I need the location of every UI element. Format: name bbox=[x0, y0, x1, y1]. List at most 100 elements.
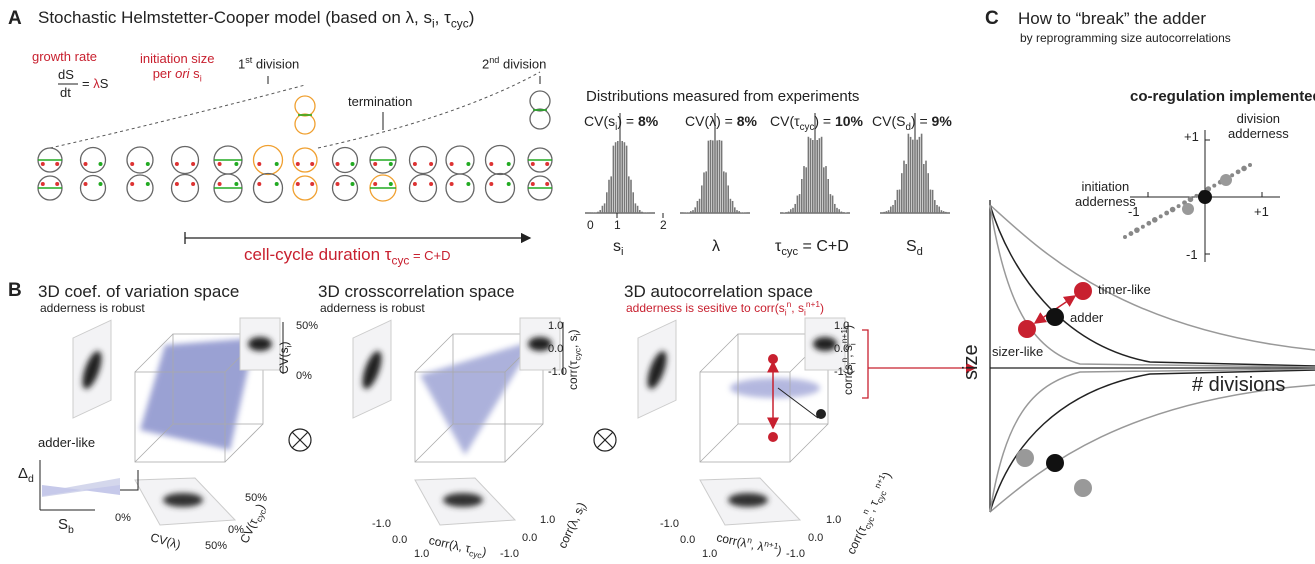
text-part: d bbox=[917, 246, 923, 258]
hist-bar bbox=[830, 194, 832, 213]
ori bbox=[257, 182, 261, 186]
hist-bar bbox=[938, 207, 940, 213]
hist-bar bbox=[910, 137, 912, 213]
inset-y-label: Δd bbox=[18, 465, 34, 485]
ori bbox=[389, 182, 393, 186]
cv-label: CV(Sd) = 9% bbox=[872, 113, 952, 133]
ori bbox=[296, 162, 300, 166]
curve-label: timer-like bbox=[1098, 283, 1151, 298]
growth-rate-label: growth rate bbox=[32, 50, 97, 65]
text-part: corr(τ bbox=[566, 361, 580, 390]
ori bbox=[489, 162, 493, 166]
text-part: S bbox=[58, 516, 68, 533]
y-tick: 1.0 bbox=[826, 514, 841, 527]
hist-bar bbox=[599, 210, 601, 213]
inset-dot bbox=[1129, 231, 1134, 236]
hist-bar bbox=[692, 210, 694, 213]
text-part: cyc bbox=[392, 253, 410, 267]
hist-bar bbox=[624, 142, 626, 213]
hist-bar bbox=[632, 192, 634, 213]
hist-bar bbox=[927, 173, 929, 213]
hist-tick: 1 bbox=[614, 219, 621, 233]
cloud bbox=[140, 338, 255, 450]
ori bbox=[531, 162, 535, 166]
inset-dot bbox=[1236, 169, 1241, 174]
projection-density bbox=[163, 493, 203, 507]
hist-bar bbox=[797, 196, 799, 213]
cloud bbox=[420, 340, 535, 455]
text-part: ) bbox=[820, 301, 824, 315]
hist-bar bbox=[803, 166, 805, 213]
cell-body bbox=[81, 148, 106, 173]
panel-label: B bbox=[8, 280, 22, 302]
hist-bar bbox=[888, 210, 890, 213]
inset-dot bbox=[1194, 194, 1198, 198]
inset-dot bbox=[1152, 217, 1158, 223]
ori bbox=[310, 162, 314, 166]
dividing-cell bbox=[295, 96, 315, 116]
hist-bar bbox=[941, 210, 943, 213]
inset-dot bbox=[1177, 204, 1181, 208]
cell bbox=[254, 174, 283, 203]
cell-body bbox=[333, 176, 358, 201]
hist-bar bbox=[801, 179, 803, 213]
text-part: i bbox=[572, 333, 582, 335]
inset-dot bbox=[1141, 225, 1145, 229]
hist-bar bbox=[630, 180, 632, 213]
cell bbox=[293, 176, 317, 200]
text-part: Δ bbox=[18, 465, 28, 482]
hist-bar bbox=[903, 161, 905, 213]
ori bbox=[84, 162, 88, 166]
hist-bar bbox=[843, 212, 845, 213]
hist-bar bbox=[832, 196, 834, 213]
cube-edge bbox=[700, 424, 738, 462]
cell bbox=[528, 148, 552, 172]
hist-bar bbox=[841, 212, 843, 213]
inset-dot bbox=[1241, 166, 1247, 172]
text-part: ) = bbox=[911, 113, 932, 129]
ori bbox=[130, 182, 134, 186]
hist-bar bbox=[690, 211, 692, 213]
inset-dot bbox=[1164, 211, 1169, 216]
ori bbox=[336, 182, 340, 186]
hist-bar bbox=[643, 212, 645, 213]
hist-bar bbox=[945, 212, 947, 213]
hist-bar bbox=[794, 204, 796, 213]
cell bbox=[333, 176, 358, 201]
ori bbox=[130, 162, 134, 166]
ori bbox=[389, 162, 393, 166]
text-part: n+1 bbox=[839, 329, 849, 343]
text-part: corr(s bbox=[841, 364, 855, 395]
hist-bar bbox=[799, 194, 801, 213]
hist-bar bbox=[812, 140, 814, 213]
tensor-operator bbox=[289, 429, 311, 451]
hist-bar bbox=[736, 210, 738, 213]
text-part: CV(λ) = bbox=[685, 113, 737, 129]
hist-bar bbox=[810, 138, 812, 213]
text-part: ori bbox=[175, 66, 189, 81]
text-part: 8% bbox=[737, 113, 757, 129]
cell-body bbox=[446, 146, 474, 174]
ori bbox=[218, 182, 222, 186]
hist-bar bbox=[641, 212, 643, 213]
ori bbox=[275, 182, 279, 186]
hist-bar bbox=[610, 176, 612, 213]
ori bbox=[373, 182, 377, 186]
cell bbox=[214, 174, 242, 202]
hist-bar bbox=[916, 140, 918, 213]
ori bbox=[191, 182, 195, 186]
ori bbox=[234, 182, 238, 186]
cell-body bbox=[446, 174, 474, 202]
inset-dot bbox=[1188, 196, 1194, 202]
hist-bar bbox=[703, 172, 705, 213]
hist-bar bbox=[621, 141, 623, 213]
ori bbox=[351, 162, 355, 166]
hist-bar bbox=[730, 199, 732, 213]
hist-bar bbox=[719, 140, 721, 213]
hist-bar bbox=[930, 190, 932, 213]
hist-bar bbox=[725, 172, 727, 213]
text-part: cell-cycle duration bbox=[244, 245, 385, 264]
text-part: adderness is sesitive to corr(s bbox=[626, 301, 785, 315]
hist-bar bbox=[890, 207, 892, 213]
cube-edge bbox=[415, 424, 453, 462]
